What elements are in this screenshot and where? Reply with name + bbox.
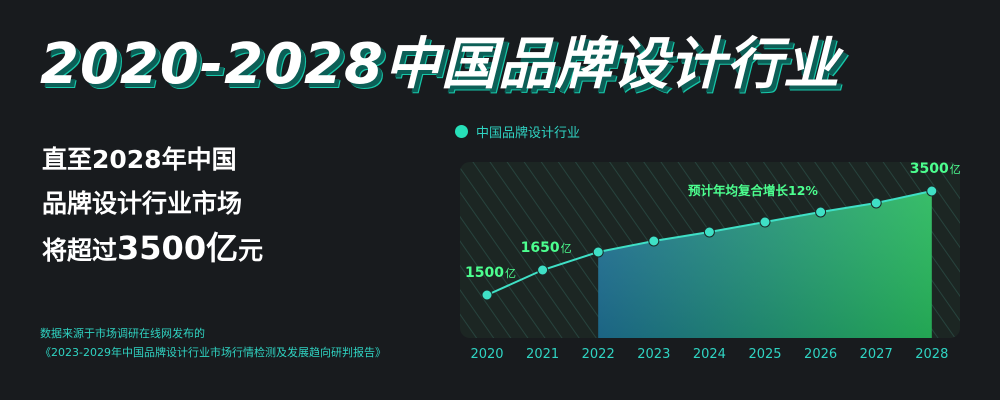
source-line-1: 数据来源于市场调研在线网发布的 xyxy=(40,327,205,340)
x-tick-label-2025: 2025 xyxy=(748,347,781,362)
x-tick-label-2021: 2021 xyxy=(526,347,559,362)
x-tick-label-2024: 2024 xyxy=(693,347,726,362)
headline-line-2: 品牌设计行业市场 xyxy=(42,189,243,218)
x-tick-label-2027: 2027 xyxy=(860,347,893,362)
data-point-2021 xyxy=(537,264,549,276)
headline: 直至2028年中国 品牌设计行业市场 将超过3500亿元 xyxy=(42,138,263,273)
legend-dot-icon xyxy=(455,125,468,138)
x-tick-label-2026: 2026 xyxy=(804,347,837,362)
headline-suffix: 元 xyxy=(238,236,264,265)
value-label-number: 3500 xyxy=(910,161,949,177)
value-label-unit: 亿 xyxy=(561,242,572,255)
data-point-2027 xyxy=(870,197,882,209)
value-label-number: 1650 xyxy=(521,240,560,256)
data-point-2028 xyxy=(926,185,938,197)
value-label-2028: 3500亿 xyxy=(910,161,961,177)
area-fill-overlay xyxy=(598,191,932,338)
chart-legend: 中国品牌设计行业 xyxy=(455,122,580,141)
source-line-2: 《2023-2029年中国品牌设计行业市场行情检测及发展趋向研判报告》 xyxy=(40,346,386,359)
data-point-2023 xyxy=(648,235,660,247)
growth-annotation: 预计年均复合增长12% xyxy=(688,183,818,198)
data-point-2025 xyxy=(759,216,771,228)
data-point-2022 xyxy=(592,246,604,258)
value-label-number: 1500 xyxy=(465,265,504,281)
headline-prefix: 将超过 xyxy=(42,236,118,265)
data-point-2020 xyxy=(481,289,493,301)
value-label-unit: 亿 xyxy=(505,267,516,280)
headline-number: 3500亿 xyxy=(117,229,239,267)
x-tick-label-2023: 2023 xyxy=(637,347,670,362)
page-title: 2020-2028中国品牌设计行业 xyxy=(40,32,840,97)
data-point-2024 xyxy=(703,226,715,238)
headline-line-3: 将超过3500亿元 xyxy=(42,226,263,273)
legend-label: 中国品牌设计行业 xyxy=(476,126,581,141)
x-tick-label-2028: 2028 xyxy=(915,347,948,362)
value-label-2021: 1650亿 xyxy=(521,240,572,256)
value-label-unit: 亿 xyxy=(950,163,961,176)
data-point-2026 xyxy=(815,206,827,218)
x-tick-label-2022: 2022 xyxy=(582,347,615,362)
value-label-2020: 1500亿 xyxy=(465,265,516,281)
x-tick-label-2020: 2020 xyxy=(470,347,503,362)
headline-line-1: 直至2028年中国 xyxy=(42,145,237,174)
data-source: 数据来源于市场调研在线网发布的 《2023-2029年中国品牌设计行业市场行情检… xyxy=(40,324,386,362)
